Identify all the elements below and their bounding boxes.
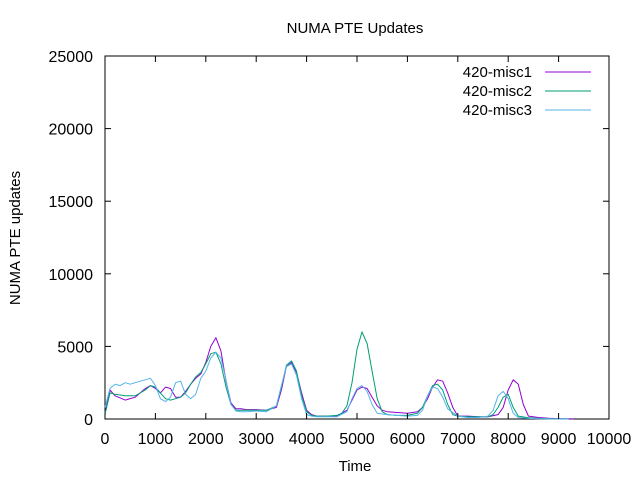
x-tick-label: 9000 [541,431,577,448]
x-axis: 0 1000 2000 3000 4000 5000 6000 7000 8000 9000 100… [101,56,632,448]
plot-border [104,55,610,420]
y-tick-label: 10000 [49,267,94,284]
x-axis-label: Time [339,458,372,475]
y-axis-label: NUMA PTE updates [7,171,24,305]
x-tick-label: 2000 [188,431,224,448]
legend: 420-misc1 420-misc2 420-misc3 [463,64,591,119]
series-line-420-misc1 [104,337,574,420]
x-tick-label: 7000 [440,431,476,448]
x-tick-label: 6000 [390,431,426,448]
plot-area [104,55,610,420]
series-line-420-misc2 [104,331,569,420]
y-tick-label: 15000 [49,194,94,211]
y-axis: 0 5000 10000 15000 20000 25000 [49,49,609,429]
x-tick-label: 1000 [138,431,174,448]
y-tick-label: 5000 [57,339,93,356]
x-tick-label: 0 [101,431,110,448]
x-tick-label: 5000 [339,431,375,448]
y-tick-label: 0 [84,412,93,429]
legend-label: 420-misc1 [463,64,532,81]
chart-title: NUMA PTE Updates [287,20,424,37]
x-tick-label: 8000 [490,431,526,448]
series-line-420-misc3 [104,351,569,420]
legend-label: 420-misc2 [463,83,532,100]
x-tick-label: 10000 [587,431,632,448]
y-tick-label: 20000 [49,122,94,139]
y-tick-label: 25000 [49,49,94,66]
legend-label: 420-misc3 [463,102,532,119]
x-tick-label: 4000 [289,431,325,448]
x-tick-label: 3000 [238,431,274,448]
